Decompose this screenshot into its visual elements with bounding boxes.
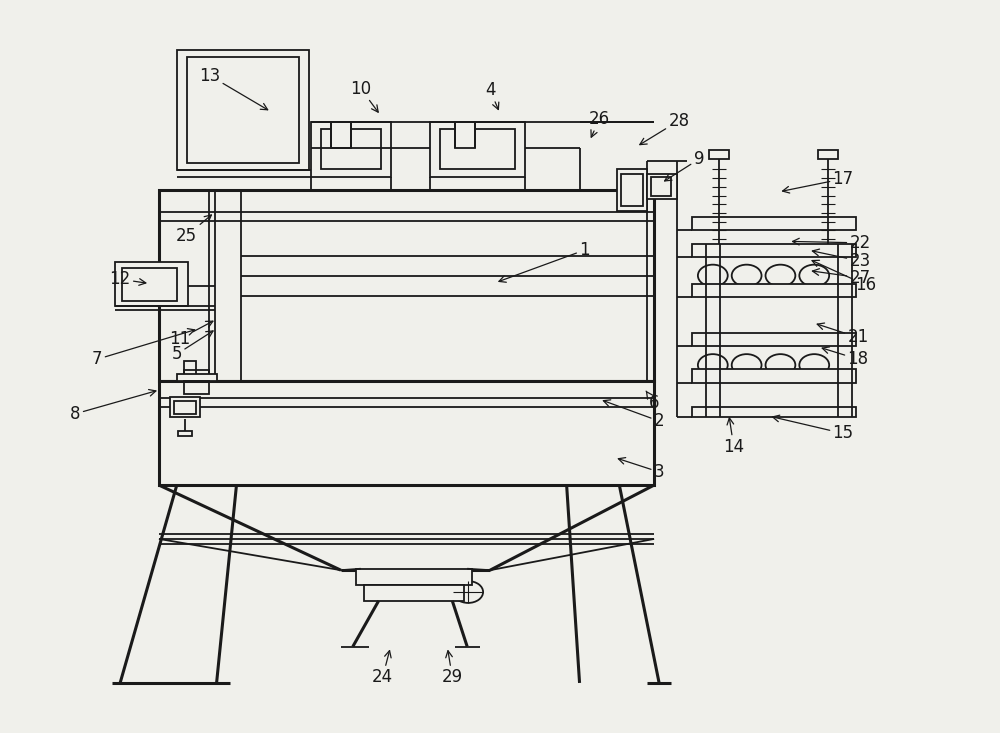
Text: 9: 9 (665, 150, 704, 181)
Bar (692, 284, 856, 298)
Bar (356, 569, 472, 585)
Bar (178, 430, 192, 436)
Bar (440, 129, 515, 169)
Text: 28: 28 (640, 111, 690, 144)
Bar (331, 122, 351, 148)
Bar (430, 122, 525, 177)
Bar (159, 381, 654, 485)
Bar (115, 262, 188, 306)
Text: 11: 11 (169, 321, 213, 348)
Bar (311, 122, 391, 177)
Text: 2: 2 (603, 399, 664, 430)
Text: 26: 26 (589, 110, 610, 137)
Bar (692, 369, 856, 383)
Bar (651, 177, 671, 196)
Text: 22: 22 (793, 234, 871, 252)
Text: 4: 4 (485, 81, 499, 109)
Text: 17: 17 (783, 170, 854, 193)
Text: 6: 6 (646, 391, 659, 412)
Bar (692, 407, 856, 417)
Text: 3: 3 (618, 457, 664, 481)
Text: 12: 12 (109, 270, 146, 288)
Bar (180, 381, 218, 390)
Bar (159, 191, 654, 381)
Bar (187, 57, 299, 163)
Bar (621, 174, 643, 207)
Text: 5: 5 (172, 331, 213, 363)
Bar (184, 381, 209, 394)
Bar (177, 374, 217, 381)
Text: 13: 13 (199, 67, 268, 110)
Bar (162, 391, 202, 419)
Text: 1: 1 (499, 241, 590, 282)
Text: 10: 10 (350, 80, 378, 112)
Bar (455, 122, 475, 148)
Text: 23: 23 (812, 249, 871, 270)
Text: 25: 25 (176, 215, 211, 245)
Bar (167, 394, 195, 416)
Bar (692, 244, 856, 257)
Text: 16: 16 (812, 260, 877, 294)
Bar (174, 401, 196, 414)
Text: 29: 29 (442, 651, 463, 686)
Text: 8: 8 (70, 389, 156, 423)
Text: 7: 7 (92, 328, 195, 368)
Bar (647, 174, 677, 199)
Text: 27: 27 (812, 269, 871, 287)
Bar (818, 150, 838, 159)
Bar (177, 50, 309, 170)
Text: 18: 18 (822, 347, 869, 368)
Text: 14: 14 (723, 418, 744, 455)
Bar (692, 217, 856, 229)
Bar (122, 268, 177, 301)
Text: 24: 24 (372, 651, 393, 686)
Bar (364, 585, 464, 601)
Text: 15: 15 (773, 415, 854, 443)
Bar (617, 169, 647, 211)
Bar (184, 370, 209, 385)
Bar (692, 333, 856, 346)
Bar (709, 150, 729, 159)
Bar (321, 129, 381, 169)
Text: 21: 21 (817, 323, 869, 347)
Bar (184, 361, 196, 390)
Bar (164, 419, 200, 432)
Bar (170, 397, 200, 417)
